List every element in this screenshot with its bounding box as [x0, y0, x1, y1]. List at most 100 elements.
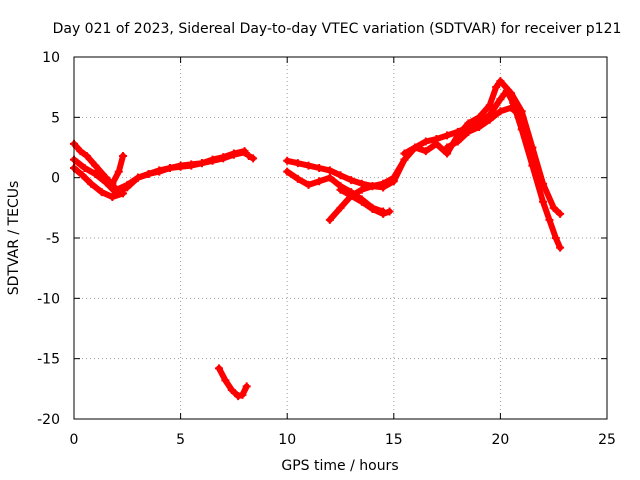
data-point — [197, 159, 206, 168]
axis-ticks: 0 5 10 15 20 25 10 5 0 -5 -10 -15 -20 — [37, 50, 616, 448]
series-track-d — [109, 152, 126, 187]
data-point — [304, 161, 313, 170]
data-point — [144, 170, 153, 179]
data-point — [325, 215, 334, 224]
x-tick-label: 10 — [278, 432, 296, 448]
x-tick-label: 5 — [176, 432, 185, 448]
data-point — [108, 192, 117, 201]
data-point — [539, 197, 548, 206]
data-point — [119, 151, 128, 160]
data-point — [517, 113, 526, 122]
data-point — [165, 164, 174, 173]
y-tick-label: 10 — [42, 50, 60, 66]
x-tick-label: 0 — [70, 432, 79, 448]
data-point — [244, 151, 253, 160]
y-tick-label: 0 — [51, 171, 60, 187]
data-point — [325, 173, 334, 182]
data-point — [91, 161, 100, 170]
data-point — [238, 390, 247, 399]
data-point — [123, 183, 132, 192]
data-point — [234, 392, 243, 401]
data-point — [539, 179, 548, 188]
data-point — [227, 386, 236, 395]
data-point — [336, 203, 345, 212]
data-point — [176, 161, 185, 170]
y-tick-label: -10 — [37, 291, 60, 307]
data-point — [357, 197, 366, 206]
data-point — [421, 147, 430, 156]
data-point — [242, 382, 251, 391]
data-point — [368, 182, 377, 191]
series-track-k — [380, 87, 564, 251]
data-series — [70, 77, 565, 401]
data-point — [119, 189, 128, 198]
data-point — [133, 173, 142, 182]
data-point — [97, 188, 106, 197]
data-point — [78, 171, 87, 180]
chart-title: Day 021 of 2023, Sidereal Day-to-day VTE… — [53, 21, 622, 37]
plot-frame — [73, 56, 608, 420]
data-point — [464, 119, 473, 128]
data-point — [379, 209, 388, 218]
data-point — [221, 376, 230, 385]
data-point — [80, 164, 89, 173]
data-point — [379, 183, 388, 192]
data-point — [432, 139, 441, 148]
data-point — [528, 143, 537, 152]
data-point — [219, 154, 228, 163]
data-point — [293, 159, 302, 168]
data-point — [82, 151, 91, 160]
data-point — [108, 179, 117, 188]
data-point — [411, 143, 420, 152]
data-point — [485, 101, 494, 110]
y-axis-label: SDTVAR / TECUs — [6, 181, 22, 296]
data-point — [76, 147, 85, 156]
data-point — [496, 107, 505, 116]
data-point — [315, 164, 324, 173]
data-point — [283, 167, 292, 176]
data-point — [240, 148, 249, 157]
data-point — [475, 113, 484, 122]
data-point — [368, 205, 377, 214]
data-point — [464, 127, 473, 136]
data-point — [443, 143, 452, 152]
data-point — [443, 131, 452, 140]
data-point — [492, 83, 501, 92]
data-point — [155, 167, 164, 176]
data-point — [293, 174, 302, 183]
x-tick-label: 25 — [598, 432, 616, 448]
data-point — [315, 177, 324, 186]
y-tick-label: -5 — [46, 231, 60, 247]
data-point — [347, 191, 356, 200]
y-tick-label: -20 — [37, 412, 60, 428]
data-point — [304, 180, 313, 189]
data-point — [556, 243, 565, 252]
data-point — [91, 170, 100, 179]
data-point — [336, 185, 345, 194]
data-point — [101, 178, 110, 187]
data-point — [496, 77, 505, 86]
data-point — [283, 156, 292, 165]
x-axis-label: GPS time / hours — [281, 458, 398, 474]
data-point — [208, 156, 217, 165]
data-point — [249, 154, 258, 163]
data-point — [187, 160, 196, 169]
data-point — [475, 122, 484, 131]
grid — [74, 57, 607, 419]
data-point — [453, 137, 462, 146]
y-tick-label: -15 — [37, 352, 60, 368]
data-point — [400, 149, 409, 158]
series-track-l — [401, 78, 564, 217]
data-point — [389, 177, 398, 186]
data-point — [507, 89, 516, 98]
data-point — [336, 171, 345, 180]
data-point — [114, 167, 123, 176]
data-point — [357, 185, 366, 194]
data-point — [229, 150, 238, 159]
data-point — [325, 166, 334, 175]
data-point — [549, 203, 558, 212]
data-point — [485, 115, 494, 124]
data-point — [496, 95, 505, 104]
data-point — [214, 364, 223, 373]
